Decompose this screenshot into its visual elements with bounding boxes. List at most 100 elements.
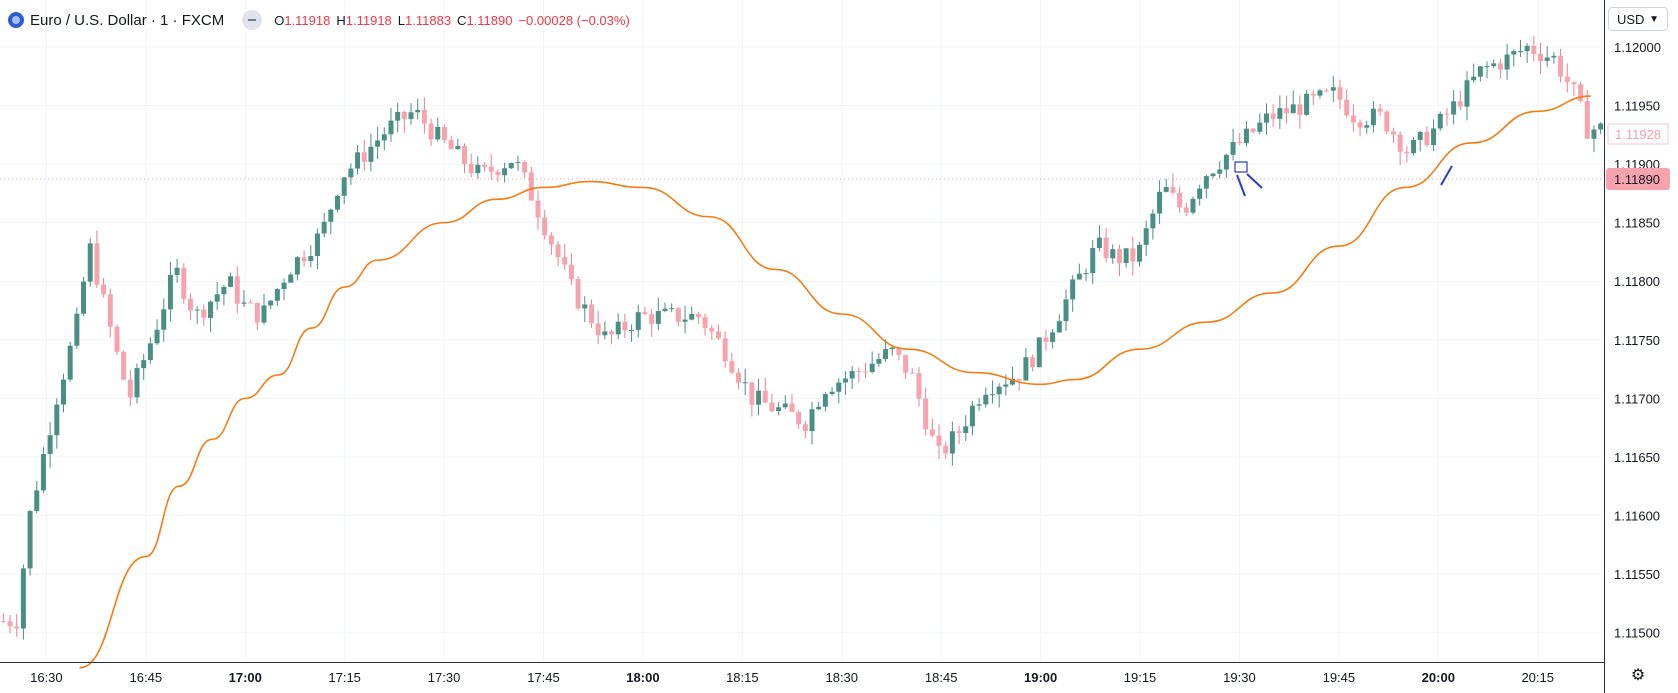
- candle-up: [1096, 237, 1102, 249]
- close-value: 1.11890: [466, 12, 513, 28]
- candle-down: [896, 347, 902, 355]
- candle-up: [74, 313, 80, 346]
- candle-up: [515, 161, 521, 164]
- time-tick-label: 17:45: [527, 670, 560, 685]
- candle-down: [943, 445, 949, 454]
- candle-down: [535, 200, 541, 218]
- candle-up: [395, 111, 401, 121]
- candle-up: [1598, 123, 1604, 130]
- candle-down: [1043, 337, 1049, 342]
- candle-up: [475, 164, 481, 174]
- candle-down: [187, 298, 193, 311]
- candle-down: [461, 145, 467, 164]
- candle-down: [715, 331, 721, 339]
- candle-up: [949, 431, 955, 454]
- candle-up: [1591, 129, 1597, 139]
- symbol-title[interactable]: Euro / U.S. Dollar · 1 · FXCM: [30, 11, 225, 29]
- candle-down: [482, 164, 488, 167]
- candle-up: [1317, 90, 1323, 96]
- candle-up: [381, 134, 387, 141]
- candle-down: [201, 309, 207, 318]
- candle-up: [836, 382, 842, 392]
- time-tick-label: 17:00: [229, 670, 262, 685]
- moving-average-line: [79, 95, 1591, 669]
- candle-up: [1417, 131, 1423, 140]
- candle-down: [361, 152, 367, 162]
- candle-up: [141, 360, 147, 369]
- marked-price-badge: 1.11928: [1607, 123, 1669, 145]
- candle-up: [1451, 101, 1457, 115]
- candle-down: [181, 267, 187, 299]
- candle-up: [1056, 321, 1062, 333]
- candle-down: [916, 373, 922, 399]
- candle-up: [1190, 198, 1196, 213]
- candle-up: [415, 109, 421, 113]
- price-axis[interactable]: 1.11500 1.11550 1.11600 1.11650 1.11700 1.117…: [1614, 40, 1661, 641]
- currency-select[interactable]: USD ▼: [1608, 7, 1668, 31]
- time-tick-label: 18:30: [825, 670, 858, 685]
- candle-up: [1330, 87, 1336, 91]
- ohlc-values: O1.11918 H1.11918 L1.11883 C1.11890 −0.0…: [274, 13, 630, 28]
- candle-up: [662, 308, 668, 311]
- candle-up: [1223, 154, 1229, 170]
- candle-down: [1297, 104, 1303, 115]
- candle-down: [1384, 111, 1390, 132]
- candle-up: [883, 349, 889, 360]
- candle-up: [829, 391, 835, 395]
- candle-down: [254, 302, 260, 323]
- candle-up: [582, 304, 588, 309]
- candle-up: [314, 233, 320, 257]
- candle-up: [1304, 93, 1310, 115]
- candle-up: [816, 406, 822, 410]
- candle-up: [1370, 108, 1376, 126]
- candle-up: [288, 274, 294, 283]
- candle-up: [1263, 113, 1269, 123]
- candle-down: [248, 302, 254, 304]
- candle-down: [702, 317, 708, 329]
- candle-down: [923, 398, 929, 430]
- candle-up: [1290, 104, 1296, 114]
- candle-up: [274, 289, 280, 301]
- fxcm-logo-icon: [8, 12, 24, 28]
- annotation-stroke: [1440, 165, 1453, 186]
- candle-up: [655, 310, 661, 324]
- candle-down: [401, 111, 407, 120]
- candle-up: [1163, 187, 1169, 192]
- collapse-icon[interactable]: [242, 10, 263, 30]
- candle-down: [1531, 45, 1537, 54]
- candle-down: [94, 243, 100, 285]
- candle-down: [1397, 134, 1403, 152]
- candle-down: [495, 171, 501, 176]
- candle-down: [488, 166, 494, 172]
- candle-up: [1243, 128, 1249, 144]
- candle-down: [1310, 93, 1316, 96]
- candle-down: [956, 431, 962, 433]
- last-price-badge: 1.11890: [1606, 168, 1670, 190]
- candle-up: [976, 404, 982, 406]
- candle-up: [682, 319, 688, 322]
- gear-icon[interactable]: ⚙: [1630, 667, 1646, 684]
- time-axis[interactable]: 16:30 16:45 17:00 17:15 17:30 17:45 18:00 18:15…: [30, 670, 1554, 685]
- candle-up: [1484, 66, 1490, 68]
- price-tick-label: 1.11700: [1614, 391, 1660, 406]
- candle-up: [60, 379, 66, 405]
- candle-up: [321, 221, 327, 234]
- candle-down: [1564, 76, 1570, 83]
- candle-up: [1524, 45, 1530, 52]
- candle-down: [1170, 187, 1176, 193]
- candle-up: [308, 256, 314, 261]
- price-tick-label: 1.11750: [1614, 333, 1660, 348]
- drawing-annotations[interactable]: [1234, 161, 1453, 197]
- candle-up: [1137, 244, 1143, 262]
- candle-up: [1437, 113, 1443, 129]
- candle-down: [769, 402, 775, 412]
- candle-up: [1471, 76, 1477, 81]
- price-tick-label: 1.11600: [1614, 509, 1660, 524]
- candle-down: [1457, 101, 1463, 107]
- candle-up: [328, 209, 334, 222]
- candle-up: [502, 168, 508, 176]
- candle-down: [1237, 141, 1243, 144]
- candle-down: [609, 331, 615, 335]
- candle-up: [1083, 273, 1089, 275]
